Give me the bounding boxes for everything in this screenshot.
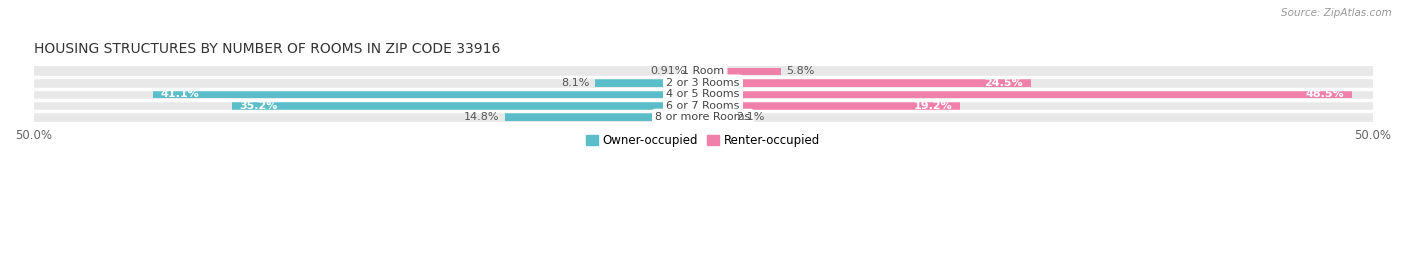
Bar (34, 89, 1372, 99)
Text: Source: ZipAtlas.com: Source: ZipAtlas.com (1281, 8, 1392, 18)
Bar (703, 79, 1031, 87)
Text: 14.8%: 14.8% (464, 112, 499, 122)
Legend: Owner-occupied, Renter-occupied: Owner-occupied, Renter-occupied (581, 129, 825, 152)
Bar (34, 112, 1372, 122)
Text: 5.8%: 5.8% (786, 66, 814, 76)
Text: 0.91%: 0.91% (650, 66, 686, 76)
Text: 6 or 7 Rooms: 6 or 7 Rooms (666, 101, 740, 111)
Bar (505, 113, 703, 121)
Text: 4 or 5 Rooms: 4 or 5 Rooms (666, 89, 740, 99)
Text: HOUSING STRUCTURES BY NUMBER OF ROOMS IN ZIP CODE 33916: HOUSING STRUCTURES BY NUMBER OF ROOMS IN… (34, 42, 501, 56)
Text: 2 or 3 Rooms: 2 or 3 Rooms (666, 78, 740, 88)
Bar (703, 113, 731, 121)
Bar (153, 90, 703, 98)
Bar (690, 68, 703, 75)
Text: 1 Room: 1 Room (682, 66, 724, 76)
Bar (595, 79, 703, 87)
Text: 8.1%: 8.1% (561, 78, 589, 88)
Text: 8 or more Rooms: 8 or more Rooms (655, 112, 751, 122)
Bar (34, 78, 1372, 88)
Bar (703, 102, 960, 109)
Bar (703, 90, 1353, 98)
Bar (703, 68, 780, 75)
Bar (34, 66, 1372, 76)
Bar (232, 102, 703, 109)
Text: 48.5%: 48.5% (1306, 89, 1344, 99)
Text: 41.1%: 41.1% (160, 89, 200, 99)
Text: 2.1%: 2.1% (737, 112, 765, 122)
Text: 19.2%: 19.2% (914, 101, 952, 111)
Text: 35.2%: 35.2% (239, 101, 278, 111)
Bar (34, 101, 1372, 111)
Text: 24.5%: 24.5% (984, 78, 1024, 88)
